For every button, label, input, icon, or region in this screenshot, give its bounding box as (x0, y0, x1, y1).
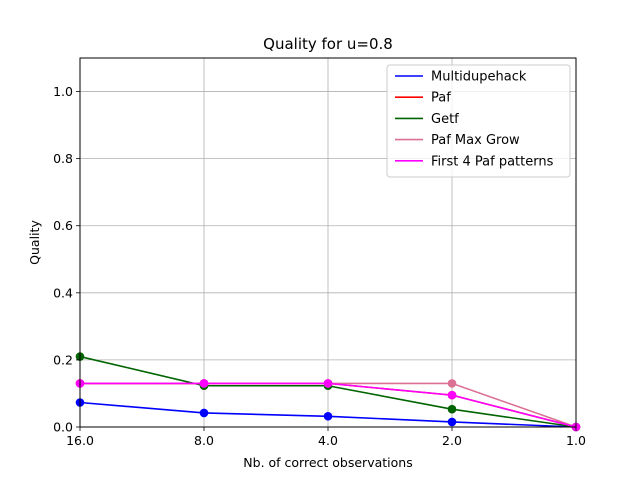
y-tick-label: 0.8 (53, 151, 73, 166)
y-tick-label: 1.0 (53, 84, 73, 99)
x-tick-label: 4.0 (318, 433, 338, 448)
y-tick-label: 0.0 (53, 420, 73, 435)
data-point (199, 408, 209, 418)
series (75, 379, 581, 432)
y-axis: 0.0 0.2 0.4 0.6 0.8 1.0 (53, 84, 80, 435)
legend-box (386, 64, 571, 178)
x-axis-label: Nb. of correct observations (243, 455, 412, 470)
x-axis: 16.0 8.0 4.0 2.0 1.0 (66, 427, 586, 448)
y-axis-label: Quality (27, 220, 42, 265)
data-point (447, 404, 457, 414)
legend-label: First 4 Paf patterns (431, 154, 554, 169)
legend-label: Paf (431, 91, 451, 106)
legend: Multidupehack Paf Getf Paf Max Grow First 4 … (386, 64, 571, 178)
data-point (323, 411, 333, 421)
data-point (447, 417, 457, 427)
data-point (447, 379, 457, 388)
data-point (199, 379, 209, 388)
chart-title: Quality for u=0.8 (263, 35, 393, 53)
legend-label: Multidupehack (431, 70, 527, 85)
x-tick-label: 2.0 (442, 433, 462, 448)
y-tick-label: 0.2 (53, 352, 73, 367)
legend-label: Paf Max Grow (431, 133, 520, 148)
x-tick-label: 1.0 (566, 433, 586, 448)
y-tick-label: 0.4 (53, 285, 73, 300)
legend-label: Getf (431, 112, 459, 127)
y-tick-label: 0.6 (53, 218, 73, 233)
data-point (323, 379, 333, 388)
series-group (75, 352, 581, 432)
data-point (447, 390, 457, 400)
x-tick-label: 16.0 (66, 433, 94, 448)
x-tick-label: 8.0 (194, 433, 214, 448)
